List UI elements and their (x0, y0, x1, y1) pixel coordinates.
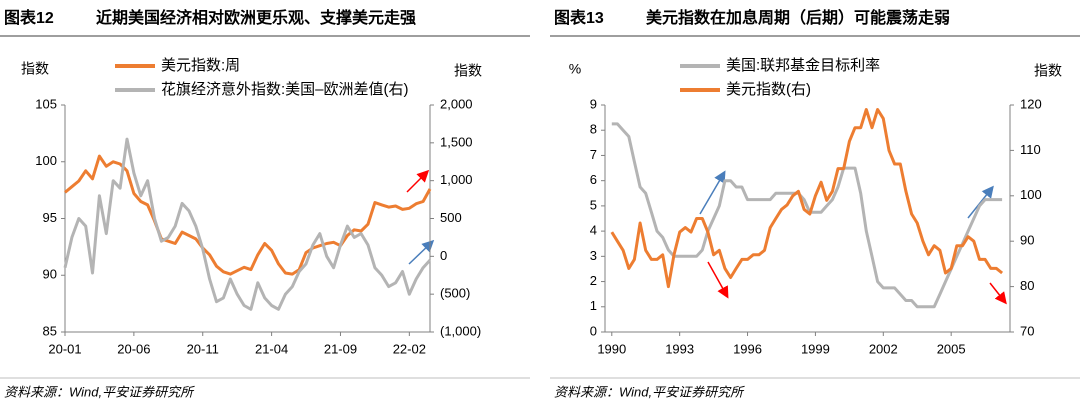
y-tick-label: 0 (590, 323, 597, 338)
series-line (63, 137, 432, 311)
x-tick-label: 20-11 (187, 341, 219, 356)
y2-label: 指数 (454, 63, 482, 79)
x-tick-label: 1999 (801, 341, 830, 356)
chart-title: 美元指数在加息周期（后期）可能震荡走弱 (646, 8, 950, 27)
y2-tick-label: 100 (1020, 187, 1042, 202)
y-tick-label: 3 (590, 248, 597, 263)
chart-label: 图表13 (554, 8, 604, 27)
y2-tick-label: 1,000 (440, 172, 473, 187)
y-tick-label: 95 (43, 210, 57, 225)
y-tick-label: 90 (43, 267, 57, 282)
y2-tick-label: 120 (1020, 96, 1042, 111)
arrow (989, 282, 1007, 305)
source: 资料来源：Wind,平安证券研究所 (4, 384, 195, 399)
y-tick-label: 9 (590, 96, 597, 111)
series-line (64, 154, 432, 276)
y2-tick-label: (500) (440, 286, 470, 301)
y-tick-label: 4 (590, 223, 597, 238)
arrow (408, 239, 435, 265)
legend-label: 花旗经济意外指数:美国–欧洲差值(右) (161, 80, 409, 98)
x-tick-label: 1990 (597, 341, 626, 356)
series-line (610, 108, 1004, 289)
y2-tick-label: 0 (440, 248, 447, 263)
y-label: 指数 (21, 61, 49, 77)
x-tick-label: 20-06 (117, 341, 150, 356)
y2-tick-label: 1,500 (440, 134, 473, 149)
y-label: % (569, 61, 581, 77)
y-tick-label: 2 (590, 273, 597, 288)
y2-tick-label: 110 (1020, 142, 1041, 157)
x-tick-label: 2002 (869, 341, 898, 356)
arrow (707, 261, 729, 299)
y-tick-label: 5 (590, 197, 597, 212)
y-tick-label: 85 (43, 323, 57, 338)
legend-label: 美国:联邦基金目标利率 (726, 57, 880, 74)
legend-label: 美元指数:周 (161, 57, 240, 74)
y2-tick-label: (1,000) (440, 323, 481, 338)
y-tick-label: 8 (590, 122, 597, 137)
x-tick-label: 21-09 (324, 341, 357, 356)
y2-tick-label: 90 (1020, 233, 1034, 248)
y2-tick-label: 500 (440, 210, 462, 225)
chart-title: 近期美国经济相对欧洲更乐观、支撑美元走强 (96, 8, 416, 27)
x-tick-label: 2005 (937, 341, 966, 356)
y-tick-label: 1 (590, 298, 597, 313)
x-tick-label: 22-02 (393, 341, 426, 356)
y-tick-label: 7 (590, 147, 597, 162)
series-line (611, 122, 1003, 309)
legend-label: 美元指数(右) (726, 81, 811, 98)
arrow (699, 170, 726, 215)
x-tick-label: 1993 (665, 341, 694, 356)
y2-tick-label: 70 (1020, 323, 1034, 338)
x-tick-label: 20-01 (48, 341, 81, 356)
arrow (406, 169, 430, 193)
y2-tick-label: 80 (1020, 278, 1034, 293)
y2-tick-label: 2,000 (440, 96, 473, 111)
y-tick-label: 6 (590, 172, 597, 187)
arrow (967, 185, 994, 219)
y-tick-label: 105 (35, 96, 57, 111)
x-tick-label: 21-04 (255, 341, 288, 356)
source: 资料来源：Wind,平安证券研究所 (554, 384, 745, 399)
y2-label: 指数 (1034, 63, 1062, 79)
chart-label: 图表12 (4, 8, 54, 27)
y-tick-label: 100 (35, 153, 57, 168)
x-tick-label: 1996 (733, 341, 762, 356)
